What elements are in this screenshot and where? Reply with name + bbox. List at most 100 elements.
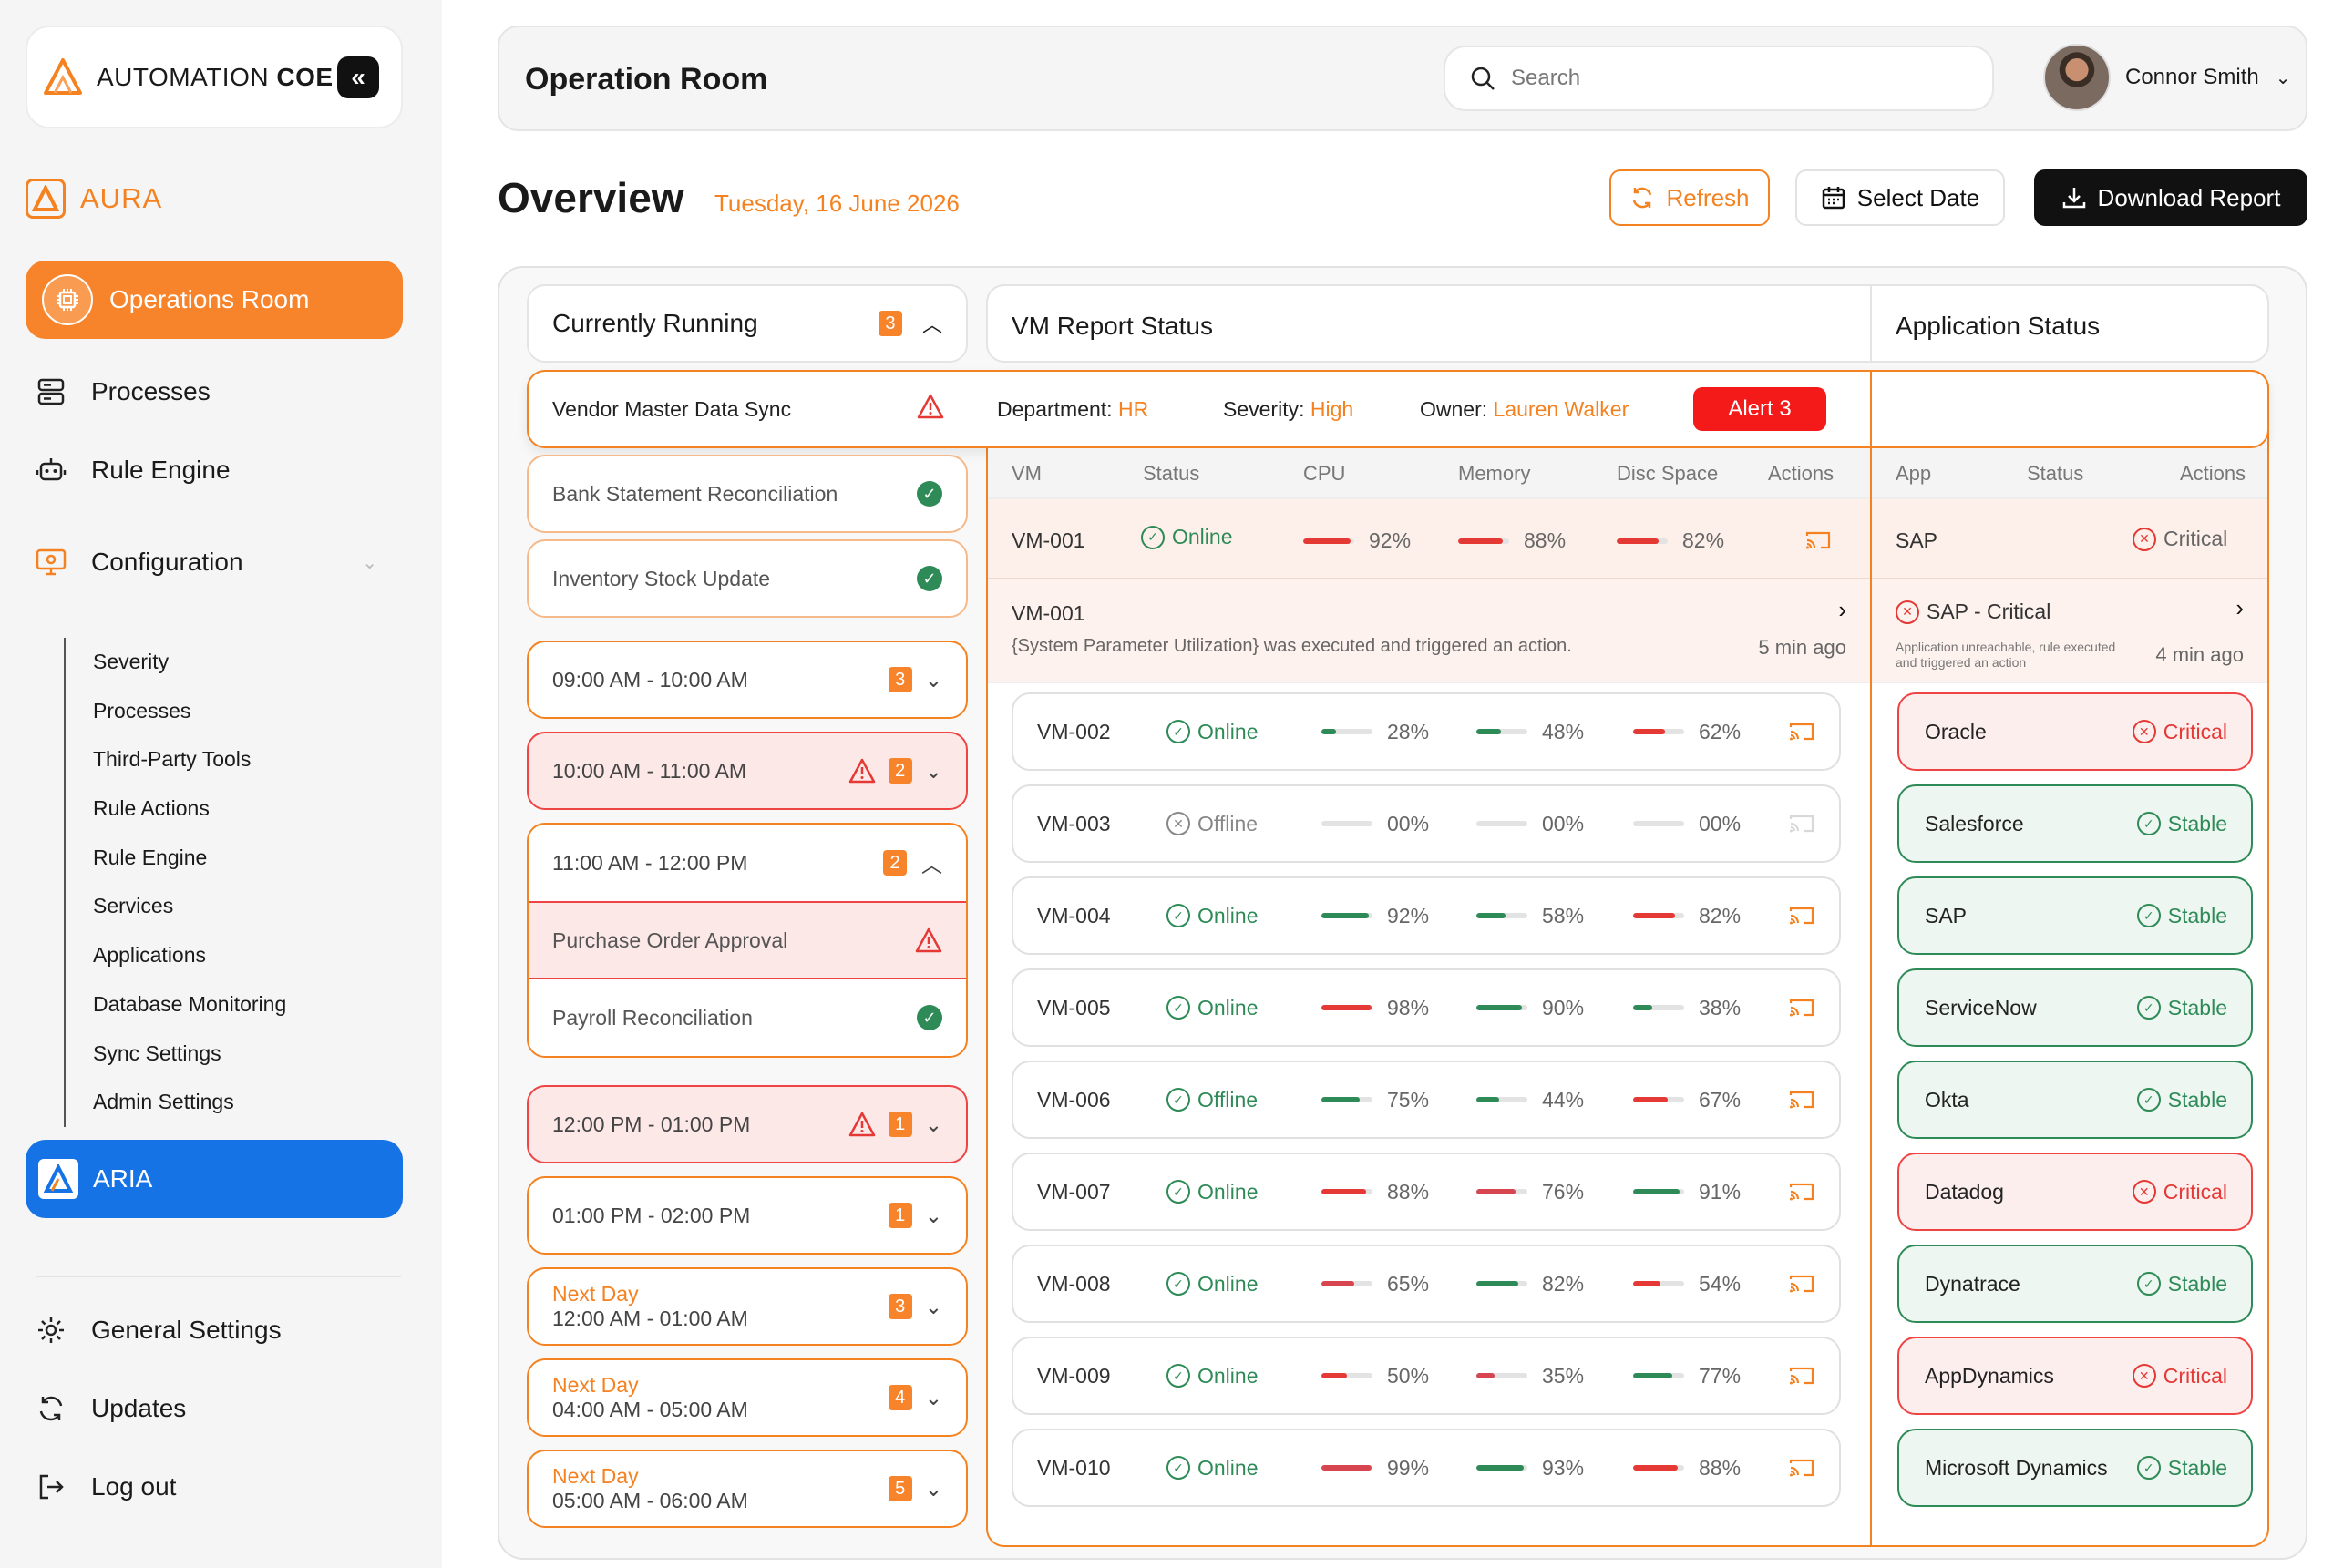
chevron-down-icon[interactable]: ⌄	[924, 1112, 942, 1136]
refresh-icon	[31, 1389, 71, 1429]
app-row[interactable]: Okta ✓ Stable	[1897, 1061, 2253, 1139]
vm-row-highlighted[interactable]: VM-001 ✓ Online 92% 88% 82%	[988, 499, 1870, 579]
submenu-item-applications[interactable]: Applications	[93, 943, 207, 968]
chevron-down-icon[interactable]: ⌄	[924, 1294, 942, 1318]
vm-row[interactable]: VM-009 ✓ Online 50% 35% 77%	[1012, 1337, 1841, 1415]
nav-aria[interactable]: ARIA	[26, 1140, 403, 1218]
time-slot[interactable]: Next Day 12:00 AM - 01:00 AM 3 ⌄	[527, 1267, 968, 1346]
chevron-down-icon[interactable]: ⌄	[924, 1385, 942, 1409]
disk-meter: 38%	[1633, 970, 1741, 1045]
robot-icon	[31, 450, 71, 490]
process-item[interactable]: Payroll Reconciliation ✓	[529, 979, 966, 1056]
app-row[interactable]: Oracle ✕ Critical	[1897, 692, 2253, 771]
vm-row[interactable]: VM-007 ✓ Online 88% 76% 91%	[1012, 1153, 1841, 1231]
vm-row[interactable]: VM-008 ✓ Online 65% 82% 54%	[1012, 1245, 1841, 1323]
search-input[interactable]	[1511, 66, 1967, 91]
nav-updates[interactable]: Updates	[31, 1389, 186, 1429]
vm-row[interactable]: VM-003 ✕ Offline 00% 00% 00%	[1012, 784, 1841, 863]
submenu-item-database-monitoring[interactable]: Database Monitoring	[93, 991, 287, 1016]
chevron-down-icon[interactable]: ⌄	[362, 552, 377, 573]
search-box[interactable]	[1444, 46, 1994, 111]
process-item[interactable]: Bank Statement Reconciliation ✓	[527, 455, 968, 533]
app-row[interactable]: SAP ✓ Stable	[1897, 876, 2253, 955]
nav-configuration[interactable]: Configuration ⌄	[31, 542, 377, 582]
app-name: Microsoft Dynamics	[1925, 1455, 2108, 1480]
app-row[interactable]: AppDynamics ✕ Critical	[1897, 1337, 2253, 1415]
chevron-right-icon[interactable]: ›	[2235, 594, 2244, 621]
cast-icon[interactable]	[1788, 1274, 1815, 1294]
check-circle-icon: ✓	[2136, 1456, 2161, 1480]
app-row[interactable]: ServiceNow ✓ Stable	[1897, 968, 2253, 1047]
chevron-up-icon[interactable]: ︿	[921, 313, 942, 336]
currently-running-header[interactable]: Currently Running 3 ︿	[527, 284, 968, 363]
submenu-item-severity[interactable]: Severity	[93, 650, 170, 673]
submenu-item-third-party-tools[interactable]: Third-Party Tools	[93, 747, 252, 772]
memory-meter: 76%	[1476, 1154, 1584, 1229]
submenu-item-rule-actions[interactable]: Rule Actions	[93, 796, 210, 821]
cast-icon[interactable]	[1804, 530, 1832, 550]
vm-row[interactable]: VM-010 ✓ Online 99% 93% 88%	[1012, 1429, 1841, 1507]
cast-icon[interactable]	[1788, 814, 1815, 834]
chevron-down-icon[interactable]: ⌄	[924, 1476, 942, 1501]
time-slot[interactable]: 09:00 AM - 10:00 AM 3 ⌄	[527, 641, 968, 719]
user-menu[interactable]: Connor Smith ⌄	[2043, 44, 2291, 111]
app-status-label: Critical	[2163, 1179, 2227, 1204]
submenu-item-services[interactable]: Services	[93, 894, 174, 918]
nav-logout[interactable]: Log out	[31, 1467, 176, 1507]
submenu-item-sync-settings[interactable]: Sync Settings	[93, 1040, 221, 1065]
vm-row[interactable]: VM-004 ✓ Online 92% 58% 82%	[1012, 876, 1841, 955]
vm-detail-panel[interactable]: VM-001 {System Parameter Utilization} wa…	[988, 579, 1870, 683]
chevron-down-icon[interactable]: ⌄	[2275, 67, 2291, 88]
cast-icon[interactable]	[1788, 1366, 1815, 1386]
nav-operations-room[interactable]: Operations Room	[26, 261, 403, 339]
chevron-down-icon[interactable]: ⌄	[924, 1203, 942, 1227]
app-row-highlighted[interactable]: SAP ✕ Critical	[1872, 499, 2267, 579]
time-slot[interactable]: Next Day 05:00 AM - 06:00 AM 5 ⌄	[527, 1450, 968, 1528]
chevron-down-icon[interactable]: ⌄	[924, 667, 942, 692]
time-slot[interactable]: 01:00 PM - 02:00 PM 1 ⌄	[527, 1176, 968, 1255]
cast-icon[interactable]	[1788, 906, 1815, 926]
vm-table-header: VM Status CPU Memory Disc Space Actions	[988, 448, 1870, 499]
memory-value: 00%	[1542, 811, 1585, 835]
time-slot[interactable]: 12:00 PM - 01:00 PM 1 ⌄	[527, 1085, 968, 1163]
cast-icon[interactable]	[1788, 722, 1815, 742]
vm-row[interactable]: VM-005 ✓ Online 98% 90% 38%	[1012, 968, 1841, 1047]
app-detail-panel[interactable]: ✕ SAP - Critical › Application unreachabl…	[1872, 579, 2267, 683]
submenu-item-processes[interactable]: Processes	[93, 698, 191, 723]
submenu-item-admin-settings[interactable]: Admin Settings	[93, 1090, 234, 1114]
nav-rule-engine[interactable]: Rule Engine	[31, 450, 231, 490]
select-date-button[interactable]: Select Date	[1795, 169, 2005, 226]
app-row[interactable]: Datadog ✕ Critical	[1897, 1153, 2253, 1231]
submenu-item-rule-engine[interactable]: Rule Engine	[93, 845, 208, 869]
refresh-button[interactable]: Refresh	[1609, 169, 1770, 226]
slot-count-badge: 1	[888, 1203, 912, 1228]
cast-icon[interactable]	[1788, 1090, 1815, 1110]
time-slot[interactable]: 10:00 AM - 11:00 AM 2 ⌄	[527, 732, 968, 810]
chevron-right-icon[interactable]: ›	[1838, 596, 1846, 623]
double-chevron-left-icon[interactable]: «	[337, 56, 379, 98]
running-process-highlight[interactable]: Vendor Master Data Sync Department: HR S…	[527, 370, 2269, 448]
process-item[interactable]: Purchase Order Approval	[529, 901, 966, 979]
vm-row[interactable]: VM-002 ✓ Online 28% 48% 62%	[1012, 692, 1841, 771]
nav-processes[interactable]: Processes	[31, 372, 211, 412]
time-slot-header[interactable]: 11:00 AM - 12:00 PM 2 ︿	[529, 825, 966, 901]
cast-icon[interactable]	[1788, 1182, 1815, 1202]
app-row[interactable]: Microsoft Dynamics ✓ Stable	[1897, 1429, 2253, 1507]
cast-icon[interactable]	[1788, 1458, 1815, 1478]
vm-row[interactable]: VM-006 ✓ Offline 75% 44% 67%	[1012, 1061, 1841, 1139]
avatar[interactable]	[2043, 44, 2111, 111]
chevron-up-icon[interactable]: ︿	[921, 853, 942, 876]
meter-fill	[1633, 1005, 1653, 1010]
app-row[interactable]: Dynatrace ✓ Stable	[1897, 1245, 2253, 1323]
cast-icon[interactable]	[1788, 998, 1815, 1018]
nav-general-settings[interactable]: General Settings	[31, 1310, 282, 1350]
process-item[interactable]: Inventory Stock Update ✓	[527, 539, 968, 618]
download-report-button[interactable]: Download Report	[2034, 169, 2307, 226]
disk-meter: 00%	[1633, 786, 1741, 861]
app-row[interactable]: Salesforce ✓ Stable	[1897, 784, 2253, 863]
slot-count-badge: 5	[888, 1476, 912, 1501]
alert-badge[interactable]: Alert 3	[1693, 387, 1826, 431]
column-header: Status	[2027, 462, 2084, 485]
chevron-down-icon[interactable]: ⌄	[924, 758, 942, 783]
time-slot[interactable]: Next Day 04:00 AM - 05:00 AM 4 ⌄	[527, 1358, 968, 1437]
